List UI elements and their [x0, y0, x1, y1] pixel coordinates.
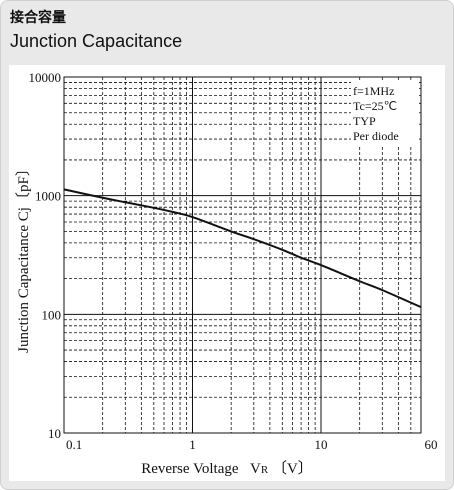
- x-tick-labels: 0.1 1 10 60: [66, 437, 438, 452]
- annotation-box: f=1MHz Tc=25℃ TYP Per diode: [351, 81, 419, 145]
- capacitance-curve: [63, 188, 422, 309]
- x-axis-label: Reverse Voltage VR 〔V〕: [141, 460, 313, 477]
- x-axis-label-symbol: V: [250, 461, 261, 477]
- y-tick-label: 1000: [35, 189, 61, 204]
- chart-title-english: Junction Capacitance: [10, 31, 183, 51]
- annotation-per-diode: Per diode: [353, 129, 399, 143]
- x-tick-label: 1: [189, 437, 196, 452]
- x-tick-label: 0.1: [66, 437, 82, 452]
- annotation-typ: TYP: [353, 114, 376, 128]
- x-axis-label-text: Reverse Voltage: [141, 461, 239, 477]
- chart-svg: f=1MHz Tc=25℃ TYP Per diode 101001000100…: [15, 70, 438, 477]
- y-axis-label: Junction Capacitance Cj〔pF〕: [15, 161, 32, 353]
- chart-panel: f=1MHz Tc=25℃ TYP Per diode 10 100 1000 100…: [9, 65, 445, 481]
- x-axis-label-unit: 〔V〕: [272, 460, 313, 477]
- y-tick-label: 100: [42, 307, 62, 322]
- plot-border: [63, 76, 422, 434]
- x-tick-label: 10: [315, 437, 328, 452]
- annotation-temperature: Tc=25℃: [353, 99, 397, 113]
- annotation-frequency: f=1MHz: [353, 84, 394, 98]
- x-axis-label-subscript: R: [261, 464, 269, 476]
- y-tick-labels: 10 100 1000 10000: [29, 70, 62, 441]
- y-tick-label: 10: [48, 426, 61, 441]
- x-tick-label: 60: [425, 437, 438, 452]
- chart-title-japanese: 接合容量: [10, 10, 66, 26]
- y-tick-label: 10000: [29, 70, 62, 85]
